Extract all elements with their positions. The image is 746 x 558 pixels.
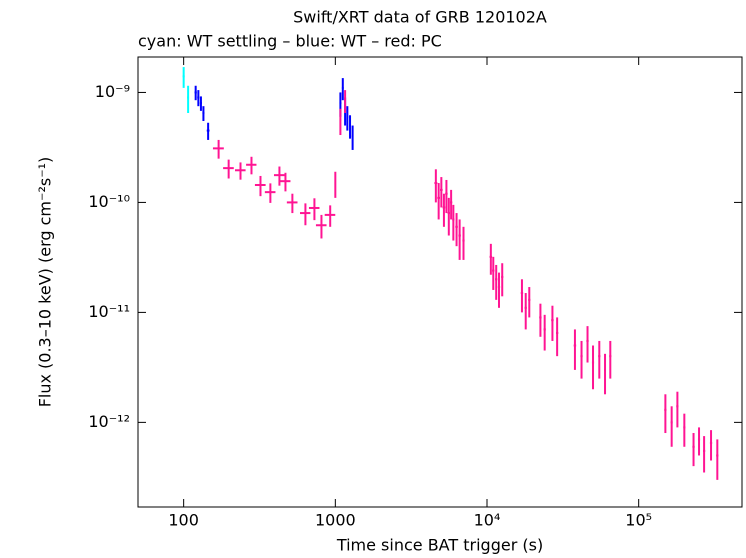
x-axis-label: Time since BAT trigger (s) <box>336 536 543 555</box>
y-tick-label: 10⁻¹² <box>88 412 130 431</box>
x-tick-label: 10⁵ <box>625 511 652 530</box>
x-tick-label: 10⁴ <box>474 511 501 530</box>
y-tick-label: 10⁻¹¹ <box>88 302 130 321</box>
y-tick-label: 10⁻¹⁰ <box>88 192 130 211</box>
x-tick-label: 100 <box>168 511 199 530</box>
y-axis-label: Flux (0.3–10 keV) (erg cm⁻²s⁻¹) <box>36 157 55 408</box>
x-tick-label: 1000 <box>315 511 356 530</box>
y-tick-label: 10⁻⁹ <box>95 82 130 101</box>
chart-subtitle: cyan: WT settling – blue: WT – red: PC <box>138 32 442 51</box>
plot-frame <box>137 56 743 508</box>
chart-title: Swift/XRT data of GRB 120102A <box>293 8 547 27</box>
